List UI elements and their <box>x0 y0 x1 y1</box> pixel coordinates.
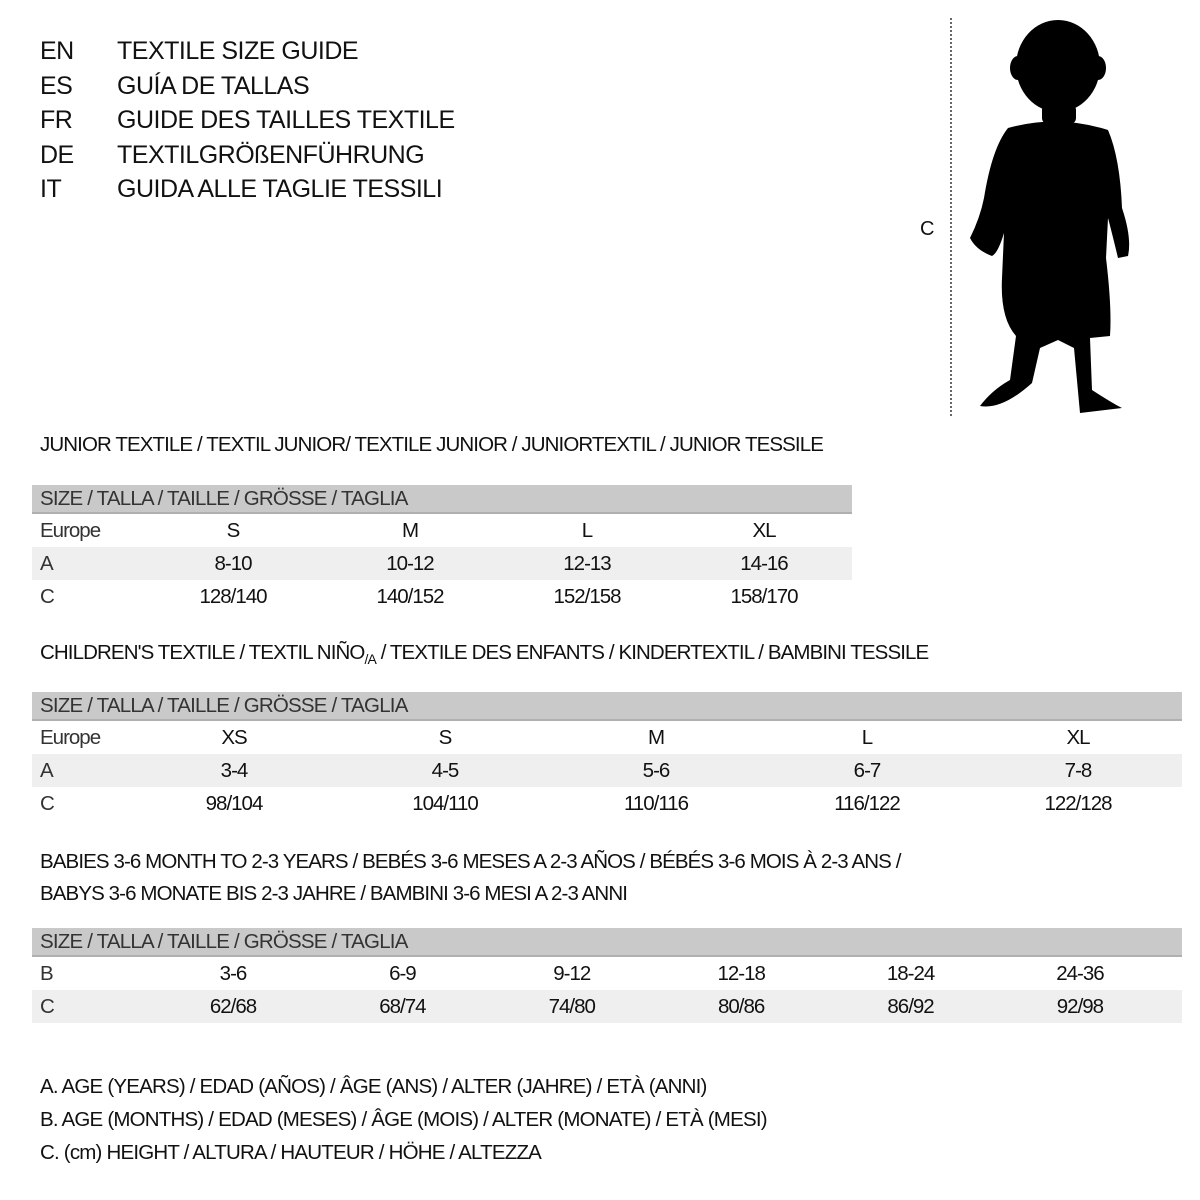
table-cell: 8-10 <box>214 552 252 575</box>
row-label: Europe <box>40 519 101 542</box>
lang-code: EN <box>40 37 74 65</box>
table-cell: 5-6 <box>642 759 671 782</box>
children-section-title: CHILDREN'S TEXTILE / TEXTIL NIÑO/A / TEX… <box>40 637 930 675</box>
junior-section-title: JUNIOR TEXTILE / TEXTIL JUNIOR/ TEXTILE … <box>40 433 824 456</box>
lang-title: GUIDE DES TAILLES TEXTILE <box>117 106 455 134</box>
table-cell: 122/128 <box>1044 792 1112 815</box>
table-cell: M <box>647 726 665 749</box>
lang-row-es: ES GUÍA DE TALLAS <box>40 69 455 104</box>
baby-silhouette-icon <box>970 20 1130 413</box>
table-cell: 74/80 <box>548 995 596 1018</box>
table-row: C 62/68 68/74 74/80 80/86 86/92 92/98 <box>32 990 1182 1023</box>
table-cell: 80/86 <box>718 995 765 1018</box>
lang-row-de: DE TEXTILGRÖßENFÜHRUNG <box>40 138 455 173</box>
lang-row-en: EN TEXTILE SIZE GUIDE <box>40 34 455 69</box>
table-cell: 3-6 <box>219 962 248 985</box>
table-cell: 24-36 <box>1056 962 1104 985</box>
row-label: Europe <box>40 726 101 749</box>
table-cell: 128/140 <box>199 585 267 608</box>
table-cell: 68/74 <box>379 995 426 1018</box>
table-cell: 158/170 <box>730 585 798 608</box>
title-line: BABYS 3-6 MONATE BIS 2-3 JAHRE / BAMBINI… <box>40 882 628 905</box>
table-header: SIZE / TALLA / TAILLE / GRÖSSE / TAGLIA <box>32 485 852 514</box>
title-text: / TEXTILE DES ENFANTS / KINDERTEXTIL / B… <box>375 641 930 664</box>
lang-code: FR <box>40 106 73 134</box>
table-row: Europe S M L XL <box>32 514 852 547</box>
lang-row-fr: FR GUIDE DES TAILLES TEXTILE <box>40 103 455 138</box>
lang-title: TEXTILE SIZE GUIDE <box>117 37 359 65</box>
table-row: C 128/140 140/152 152/158 158/170 <box>32 580 852 613</box>
lang-code: DE <box>40 140 74 169</box>
row-label: A <box>40 759 54 782</box>
table-cell: L <box>861 726 873 749</box>
title-subscript: /A <box>364 651 376 668</box>
lang-code: IT <box>40 175 62 203</box>
table-cell: XL <box>1066 726 1090 749</box>
row-label: C <box>40 792 55 815</box>
table-cell: 92/98 <box>1056 995 1104 1018</box>
table-cell: 104/110 <box>412 792 479 815</box>
babies-section-title: BABIES 3-6 MONTH TO 2-3 YEARS / BEBÉS 3-… <box>40 846 901 910</box>
table-header: SIZE / TALLA / TAILLE / GRÖSSE / TAGLIA <box>32 692 1182 721</box>
table-cell: 6-7 <box>853 759 882 782</box>
children-size-table: SIZE / TALLA / TAILLE / GRÖSSE / TAGLIA … <box>32 692 1182 820</box>
babies-size-table: SIZE / TALLA / TAILLE / GRÖSSE / TAGLIA … <box>32 928 1182 1023</box>
lang-title: TEXTILGRÖßENFÜHRUNG <box>117 140 425 169</box>
table-cell: 140/152 <box>376 585 444 608</box>
table-cell: 10-12 <box>386 552 434 575</box>
title-text: CHILDREN'S TEXTILE / TEXTIL NIÑO <box>40 641 365 664</box>
language-title-list: EN TEXTILE SIZE GUIDE ES GUÍA DE TALLAS FR… <box>40 34 455 207</box>
table-cell: 6-9 <box>389 962 417 985</box>
lang-title: GUIDA ALLE TAGLIE TESSILI <box>117 175 443 203</box>
junior-size-table: SIZE / TALLA / TAILLE / GRÖSSE / TAGLIA … <box>32 485 852 613</box>
row-label: A <box>40 552 54 575</box>
table-header: SIZE / TALLA / TAILLE / GRÖSSE / TAGLIA <box>32 928 1182 957</box>
table-cell: 110/116 <box>623 792 689 815</box>
legend: A. AGE (YEARS) / EDAD (AÑOS) / ÂGE (ANS)… <box>40 1070 768 1169</box>
height-measure-line <box>950 18 952 416</box>
table-cell: 18-24 <box>886 962 935 985</box>
table-cell: M <box>401 519 419 542</box>
table-cell: 14-16 <box>740 552 788 575</box>
table-cell: 62/68 <box>209 995 257 1018</box>
table-cell: 12-13 <box>563 552 611 575</box>
table-cell: S <box>438 726 453 749</box>
lang-row-it: IT GUIDA ALLE TAGLIE TESSILI <box>40 172 455 207</box>
table-cell: 3-4 <box>220 759 249 782</box>
legend-item-c: C. (cm) HEIGHT / ALTURA / HAUTEUR / HÖHE… <box>40 1141 542 1164</box>
table-row: Europe XS S M L XL <box>32 721 1182 754</box>
table-row: A 3-4 4-5 5-6 6-7 7-8 <box>32 754 1182 787</box>
table-row: A 8-10 10-12 12-13 14-16 <box>32 547 852 580</box>
table-cell: 98/104 <box>205 792 264 815</box>
legend-item-b: B. AGE (MONTHS) / EDAD (MESES) / ÂGE (MO… <box>40 1108 768 1131</box>
lang-title: GUÍA DE TALLAS <box>117 71 310 100</box>
table-cell: 4-5 <box>431 759 460 782</box>
table-row: C 98/104 104/110 110/116 116/122 122/128 <box>32 787 1182 820</box>
table-cell: XL <box>752 519 776 542</box>
table-cell: 7-8 <box>1064 759 1093 782</box>
row-label: C <box>40 585 55 608</box>
table-cell: 12-18 <box>717 962 765 985</box>
row-label: B <box>40 962 54 985</box>
table-row: B 3-6 6-9 9-12 12-18 18-24 24-36 <box>32 957 1182 990</box>
height-measure-label: C <box>920 218 934 240</box>
table-cell: 152/158 <box>553 585 621 608</box>
table-cell: S <box>226 519 241 542</box>
row-label: C <box>40 995 55 1018</box>
lang-code: ES <box>40 71 73 100</box>
title-line: BABIES 3-6 MONTH TO 2-3 YEARS / BEBÉS 3-… <box>40 850 901 873</box>
table-cell: 86/92 <box>887 995 934 1018</box>
table-cell: 116/122 <box>834 792 901 815</box>
table-cell: L <box>581 519 593 542</box>
legend-item-a: A. AGE (YEARS) / EDAD (AÑOS) / ÂGE (ANS)… <box>40 1075 707 1098</box>
table-cell: XS <box>221 726 247 749</box>
table-cell: 9-12 <box>553 962 591 985</box>
